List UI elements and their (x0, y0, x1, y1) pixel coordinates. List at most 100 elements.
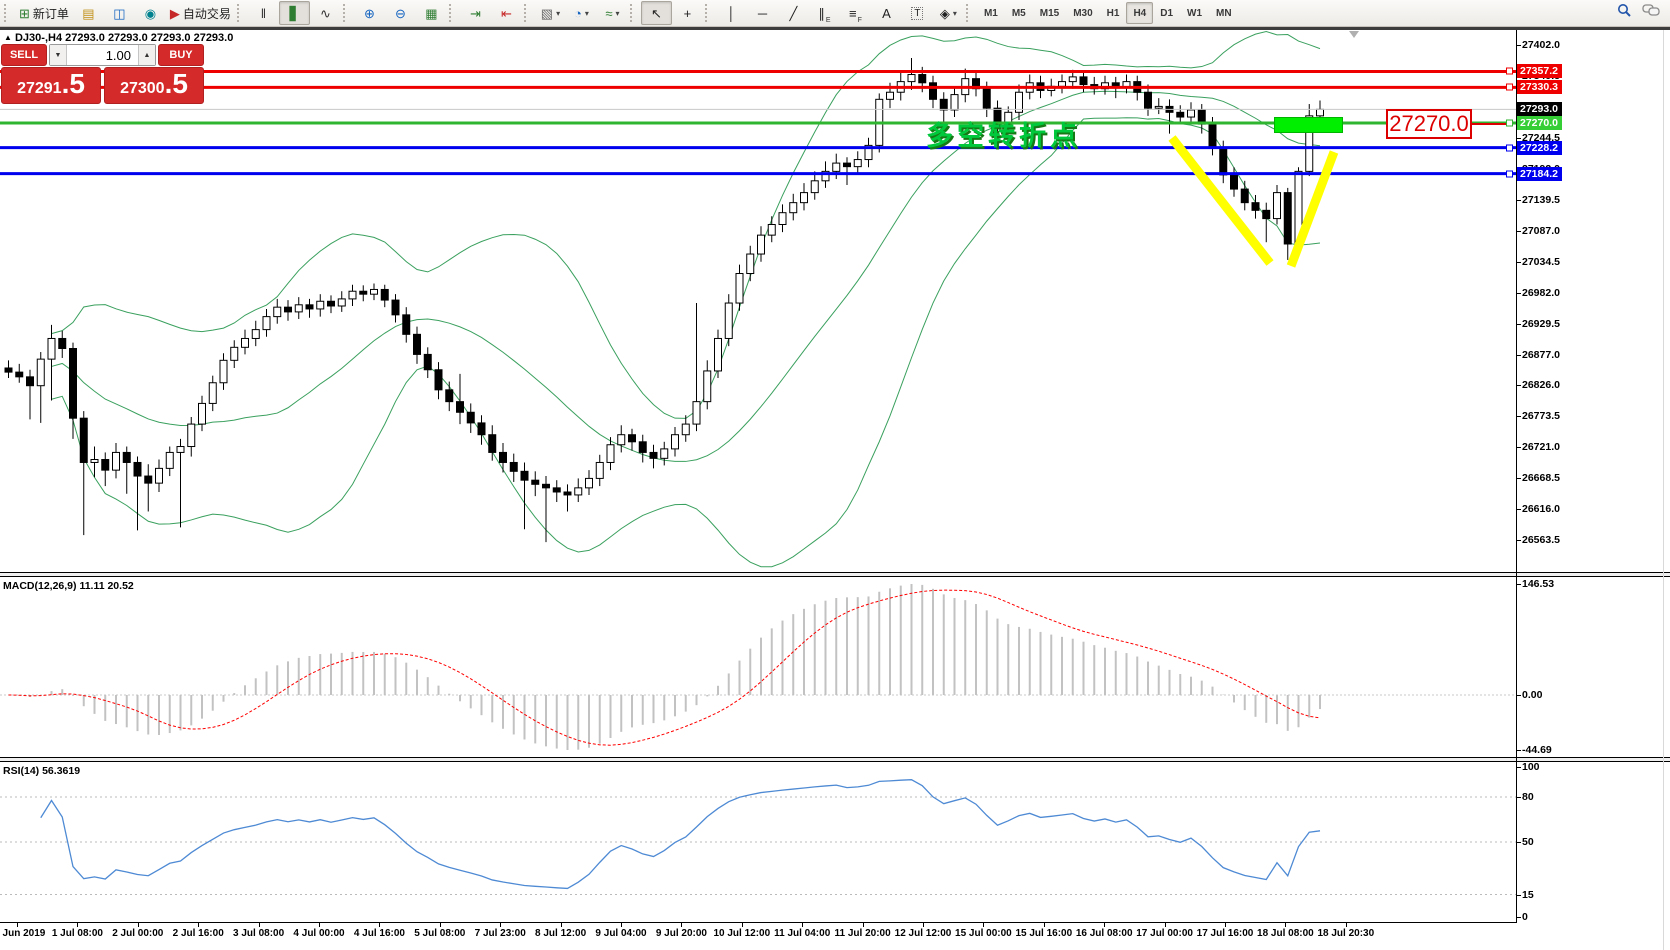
text-label-icon: T (911, 6, 924, 20)
price-tick: 26929.5 (1517, 318, 1560, 330)
fibonacci-sub-letter: F (857, 17, 862, 24)
time-label: 12 Jul 12:00 (894, 928, 952, 939)
line-chart-icon: ∿ (319, 5, 331, 21)
candle (316, 294, 325, 317)
volume-value[interactable]: 1.00 (105, 47, 131, 63)
periods-icon: ◔ (574, 5, 582, 21)
toolbar-trendline-button[interactable]: ╱ (778, 1, 809, 25)
pane-separator[interactable] (0, 757, 1670, 762)
fibonacci-icon: ≡ (849, 5, 857, 21)
buy-price-box[interactable]: 27300 .5 (104, 67, 204, 104)
toolbar-text-button[interactable]: A (871, 1, 902, 25)
toolbar-arrows-button[interactable]: ◈ ▾ (933, 1, 964, 25)
toolbar-vertical-line-button[interactable]: │ (716, 1, 747, 25)
candle (735, 264, 744, 311)
time-tick (319, 923, 320, 927)
toolbar-periods-button[interactable]: ◔ ▾ (566, 1, 597, 25)
toolbar-new-order-button[interactable]: ⊞ 新订单 (15, 1, 73, 25)
buy-price-pips: .5 (164, 68, 188, 99)
toolbar-line-chart-button[interactable]: ∿ (310, 1, 341, 25)
crosshair-icon: + (683, 5, 692, 21)
toolbar-text-label-button[interactable]: T (902, 1, 933, 25)
candle (950, 87, 959, 118)
toolbar-cursor-button[interactable]: ↖ (640, 1, 672, 25)
toolbar-bar-chart-button[interactable]: ‖ (248, 1, 279, 25)
candle (26, 369, 34, 420)
timeframe-m5-button[interactable]: M5 (1011, 7, 1026, 19)
toolbar-horizontal-line-button[interactable]: ─ (747, 1, 778, 25)
timeframe-mn-button[interactable]: MN (1216, 7, 1232, 19)
time-label: 10 Jul 12:00 (713, 928, 771, 939)
price-tick: 27087.0 (1517, 225, 1560, 237)
candle (993, 100, 1002, 142)
toolbar-candlestick-chart-button[interactable]: ▋ (278, 1, 310, 25)
timeframe-m15-button[interactable]: M15 (1039, 7, 1060, 19)
toolbar-fibonacci-button[interactable]: ≡ F (840, 1, 871, 25)
candlestick-chart-icon: ▋ (289, 5, 300, 21)
time-tick (802, 923, 804, 927)
candle (939, 92, 948, 122)
toolbar-zoom-out-button[interactable]: ⊖ (385, 1, 416, 25)
time-tick (983, 923, 985, 927)
candle (542, 476, 550, 543)
toolbar-chart-shift-button[interactable]: ⇤ (491, 1, 522, 25)
time-label: 18 Jul 20:30 (1317, 928, 1375, 939)
toolbar-equidistant-channel-button[interactable]: ∥ E (809, 1, 840, 25)
time-label: 1 Jul 08:00 (51, 928, 103, 939)
level-anchor-marker (1506, 67, 1513, 75)
bollinger-middle-band (51, 90, 1321, 462)
time-label: 18 Jul 08:00 (1257, 928, 1314, 939)
search-icon[interactable] (1617, 3, 1632, 23)
toolbar-signals-button[interactable]: ◉ (135, 1, 166, 25)
candle (90, 446, 99, 478)
pane-separator[interactable] (0, 572, 1670, 577)
price-axis-line (1516, 30, 1517, 922)
sell-price-box[interactable]: 27291 .5 (1, 67, 101, 104)
timeframe-w1-button[interactable]: W1 (1187, 7, 1203, 19)
price-tick: 26616.0 (1517, 503, 1560, 516)
timeframe-d1-button[interactable]: D1 (1160, 7, 1174, 19)
rsi-axis-label: 80 (1517, 791, 1534, 803)
toolbar-autotrading-button[interactable]: ▶ 自动交易 (166, 1, 235, 25)
timeframe-h1-button[interactable]: H1 (1106, 7, 1120, 19)
volume-increase-button[interactable]: ▲ (138, 45, 155, 65)
toolbar-chart-window-button[interactable]: ▤ (73, 1, 104, 25)
zoom-out-icon: ⊖ (394, 5, 406, 21)
toolbar-crosshair-button[interactable]: + (672, 1, 703, 25)
time-tick (379, 923, 381, 927)
time-tick (923, 923, 924, 927)
signals-icon: ◉ (144, 5, 157, 21)
candle (165, 446, 174, 477)
toolbar-profiles-button[interactable]: ▧ ▾ (535, 1, 566, 25)
buy-button[interactable]: BUY (158, 44, 204, 66)
toolbar-market-watch-button[interactable]: ◫ (104, 1, 135, 25)
timeframe-m1-button[interactable]: M1 (983, 7, 998, 19)
window-right-edge (1663, 30, 1664, 950)
time-label: 2 Jul 00:00 (112, 928, 164, 939)
candle (262, 308, 271, 337)
price-badge-27357.2: 27357.2 (1517, 64, 1562, 79)
timeframe-h4-button[interactable]: H4 (1126, 2, 1154, 24)
toolbar-tile-windows-button[interactable]: ▦ (416, 1, 447, 25)
time-tick (1225, 923, 1226, 927)
toolbar-right-icons (1617, 3, 1670, 23)
time-label: 28 Jun 2019 (0, 928, 46, 939)
candle (552, 480, 561, 503)
chevron-down-icon: ▾ (556, 8, 561, 18)
time-label: 11 Jul 20:00 (834, 928, 891, 939)
sell-button[interactable]: SELL (1, 44, 47, 66)
toolbar-auto-scroll-button[interactable]: ⇥ (460, 1, 491, 25)
chat-icon[interactable] (1642, 3, 1660, 23)
candle (434, 362, 443, 400)
timeframe-m30-button[interactable]: M30 (1073, 7, 1093, 19)
candle (757, 226, 765, 262)
candle (456, 373, 464, 425)
chart-shift-marker-icon[interactable] (1349, 31, 1359, 38)
volume-decrease-button[interactable]: ▼ (50, 45, 67, 65)
candle (714, 329, 722, 379)
toolbar-indicators-button[interactable]: ≈ ▾ (597, 1, 628, 25)
candle (294, 297, 303, 319)
time-tick (862, 923, 864, 927)
candle (563, 484, 572, 512)
toolbar-zoom-in-button[interactable]: ⊕ (354, 1, 385, 25)
